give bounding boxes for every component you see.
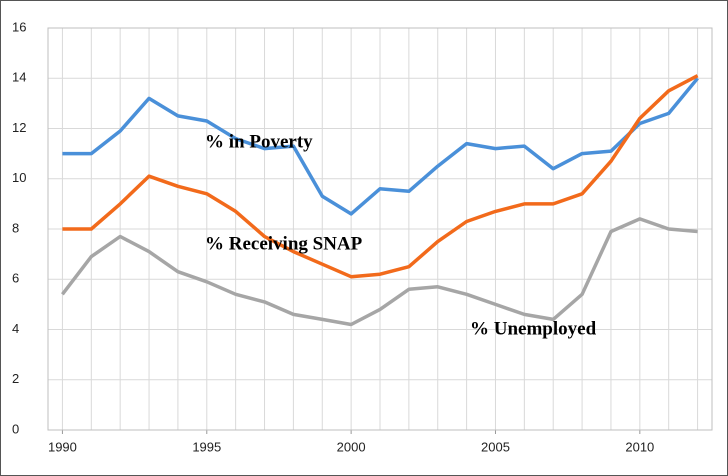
x-tick-label: 1990 xyxy=(48,439,77,454)
x-tick-label: 1995 xyxy=(192,439,221,454)
x-tick-label: 2000 xyxy=(337,439,366,454)
y-tick-label: 16 xyxy=(12,19,26,34)
series-line xyxy=(61,217,698,327)
y-tick-label: 14 xyxy=(12,70,26,85)
y-tick-label: 12 xyxy=(12,120,26,135)
y-tick-label: 10 xyxy=(12,170,26,185)
series-label: % in Poverty xyxy=(205,131,313,152)
x-tick-label: 2010 xyxy=(625,439,654,454)
y-tick-label: 2 xyxy=(12,371,19,386)
plot-area xyxy=(47,27,713,431)
y-tick-label: 4 xyxy=(12,321,19,336)
series-line xyxy=(62,77,699,216)
x-tick-label: 2005 xyxy=(481,439,510,454)
y-tick-label: 6 xyxy=(12,271,19,286)
series-label: % Receiving SNAP xyxy=(205,233,363,254)
y-tick-label: 8 xyxy=(12,220,19,235)
series-label: % Unemployed xyxy=(470,318,597,339)
series-line xyxy=(62,74,699,279)
y-tick-label: 0 xyxy=(12,421,19,436)
